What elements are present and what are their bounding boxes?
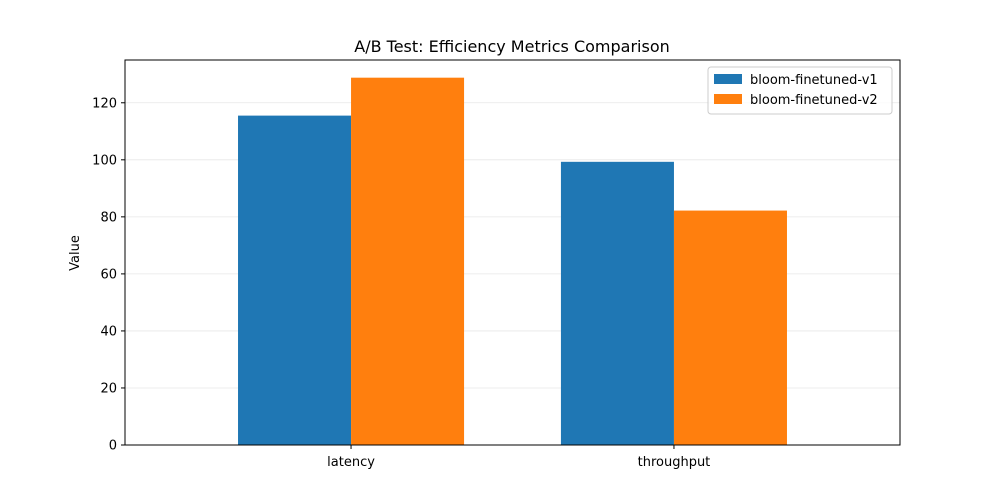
y-tick-label-60: 60 [100, 267, 117, 282]
legend: bloom-finetuned-v1 bloom-finetuned-v2 [707, 66, 893, 115]
y-axis-label: Value [68, 235, 83, 271]
legend-label-bloom-finetuned-v1: bloom-finetuned-v1 [750, 73, 878, 88]
bars [238, 77, 787, 446]
legend-swatch-bloom-finetuned-v1 [714, 74, 742, 84]
chart-title: A/B Test: Efficiency Metrics Comparison [354, 37, 670, 56]
y-tick-label-20: 20 [100, 381, 117, 396]
bar-bloom-finetuned-v1-throughput [560, 161, 674, 446]
axes [124, 59, 901, 446]
bar-bloom-finetuned-v2-latency [351, 77, 465, 445]
y-tick-label-100: 100 [92, 153, 117, 168]
x-ticks: latency throughput [327, 445, 710, 470]
x-tick-label-latency: latency [327, 455, 375, 470]
y-tick-label-120: 120 [92, 96, 117, 111]
plot-frame [124, 59, 901, 446]
y-tick-label-0: 0 [109, 439, 117, 454]
bar-bloom-finetuned-v2-throughput [673, 210, 787, 445]
y-ticks: 0 20 40 60 80 100 120 [92, 96, 125, 454]
legend-box [707, 66, 893, 115]
y-tick-label-40: 40 [100, 324, 117, 339]
legend-label-bloom-finetuned-v2: bloom-finetuned-v2 [750, 93, 878, 108]
legend-swatch-bloom-finetuned-v2 [714, 94, 742, 104]
y-tick-label-80: 80 [100, 210, 117, 225]
x-tick-label-throughput: throughput [638, 455, 711, 470]
bar-bloom-finetuned-v1-latency [238, 115, 352, 445]
